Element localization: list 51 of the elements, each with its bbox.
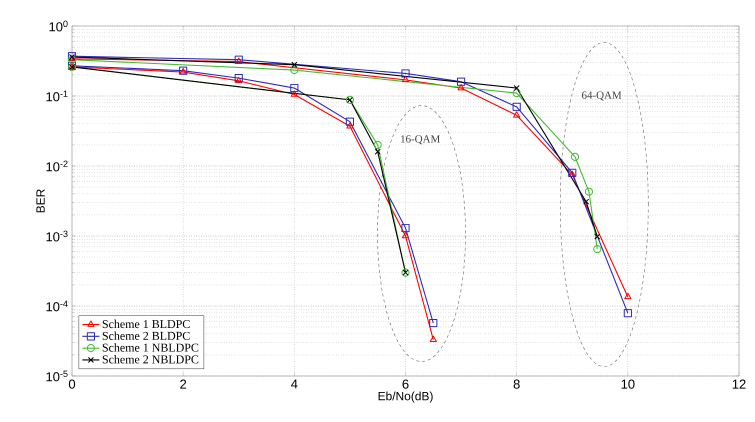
point xyxy=(346,118,354,126)
legend-label: Scheme 2 BLDPC xyxy=(102,331,190,340)
point xyxy=(593,245,602,254)
point xyxy=(290,90,298,97)
point xyxy=(401,224,410,232)
point xyxy=(402,76,410,82)
point xyxy=(401,69,410,78)
point xyxy=(570,152,580,161)
y-tick-label: 10$^{-4}$ xyxy=(46,300,68,312)
point xyxy=(430,336,437,342)
y-tick-label: 10$^{0}$ xyxy=(50,20,68,32)
point xyxy=(512,89,521,98)
point xyxy=(514,84,520,92)
y-tick-label: 10$^{-5}$ xyxy=(46,370,68,382)
point xyxy=(346,122,354,129)
point xyxy=(457,78,466,86)
x-tick-label: 12 xyxy=(732,380,746,389)
point xyxy=(512,102,521,111)
y-tick-label: 10$^{-1}$ xyxy=(46,90,68,102)
point xyxy=(235,76,242,84)
point xyxy=(624,309,632,318)
point xyxy=(624,292,632,300)
y-axis-title: BER xyxy=(36,189,45,212)
point xyxy=(291,62,298,68)
y-tick-label: 10$^{-2}$ xyxy=(46,160,68,172)
annotation: 64-QAM xyxy=(582,91,622,101)
point xyxy=(374,148,381,155)
point xyxy=(290,66,298,74)
point xyxy=(584,188,594,196)
point xyxy=(402,232,410,238)
x-tick-label: 6 xyxy=(402,380,409,389)
point xyxy=(68,56,76,64)
x-tick-label: 10 xyxy=(622,380,635,389)
point xyxy=(234,74,243,82)
x-tick-label: 8 xyxy=(514,380,520,389)
point xyxy=(594,234,600,240)
point xyxy=(290,84,298,92)
legend-label: Scheme 1 BLDPC xyxy=(102,320,190,328)
point xyxy=(429,319,438,328)
y-tick-label: 10$^{-3}$ xyxy=(46,230,68,242)
point xyxy=(457,84,465,90)
x-tick-label: 2 xyxy=(180,380,186,389)
x-tick-label: 4 xyxy=(291,380,298,388)
point xyxy=(513,111,520,118)
legend-label: Scheme 2 NBLDPC xyxy=(102,355,198,364)
annotation: 16-QAM xyxy=(401,135,440,144)
x-tick-label: 0 xyxy=(68,380,76,389)
x-axis-title: Eb/No(dB) xyxy=(378,392,433,403)
point xyxy=(583,198,590,205)
point xyxy=(374,140,382,150)
legend-label: Scheme 1 NBLDPC xyxy=(102,343,198,352)
